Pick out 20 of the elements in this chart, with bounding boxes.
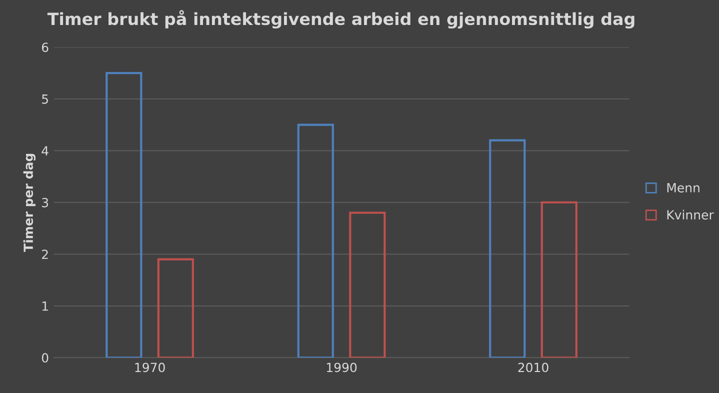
bar [106, 72, 142, 358]
y-axis-title: Timer per dag [23, 154, 36, 252]
y-tick-label: 5 [42, 94, 48, 104]
x-tick-label: 1970 [135, 362, 165, 372]
y-tick-label: 2 [42, 250, 48, 259]
bar [157, 258, 194, 358]
y-tick-label: 0 [42, 353, 48, 363]
bar [489, 139, 526, 358]
y-tick-label: 4 [42, 146, 48, 156]
legend-label: Menn [667, 183, 700, 192]
x-tick-label: 2010 [518, 362, 548, 372]
legend-label: Kvinner [667, 210, 714, 220]
x-tick-label: 1990 [326, 362, 357, 372]
bar [540, 201, 578, 358]
y-tick-label: 6 [42, 42, 48, 52]
chart-title: Timer brukt på inntektsgivende arbeid en gjennomsnittlig dag [47, 10, 634, 29]
bar [349, 212, 386, 358]
y-tick-label: 3 [42, 198, 48, 208]
bar [297, 124, 334, 358]
y-tick-label: 1 [42, 302, 48, 311]
